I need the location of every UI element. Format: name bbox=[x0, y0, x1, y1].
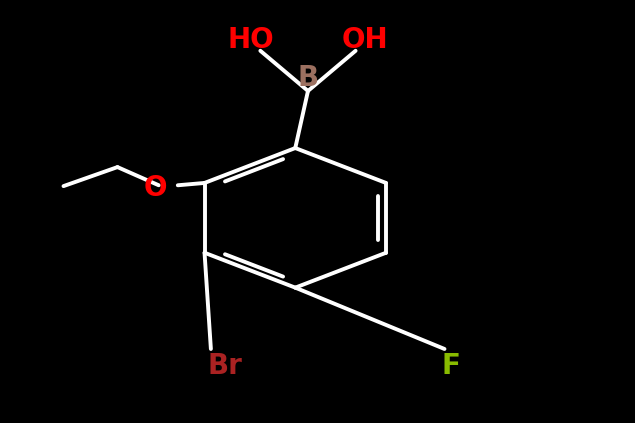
Text: B: B bbox=[297, 64, 319, 92]
Text: HO: HO bbox=[227, 26, 274, 54]
Text: OH: OH bbox=[342, 26, 389, 54]
Text: O: O bbox=[144, 174, 168, 202]
Text: Br: Br bbox=[208, 352, 243, 380]
Text: F: F bbox=[441, 352, 460, 380]
